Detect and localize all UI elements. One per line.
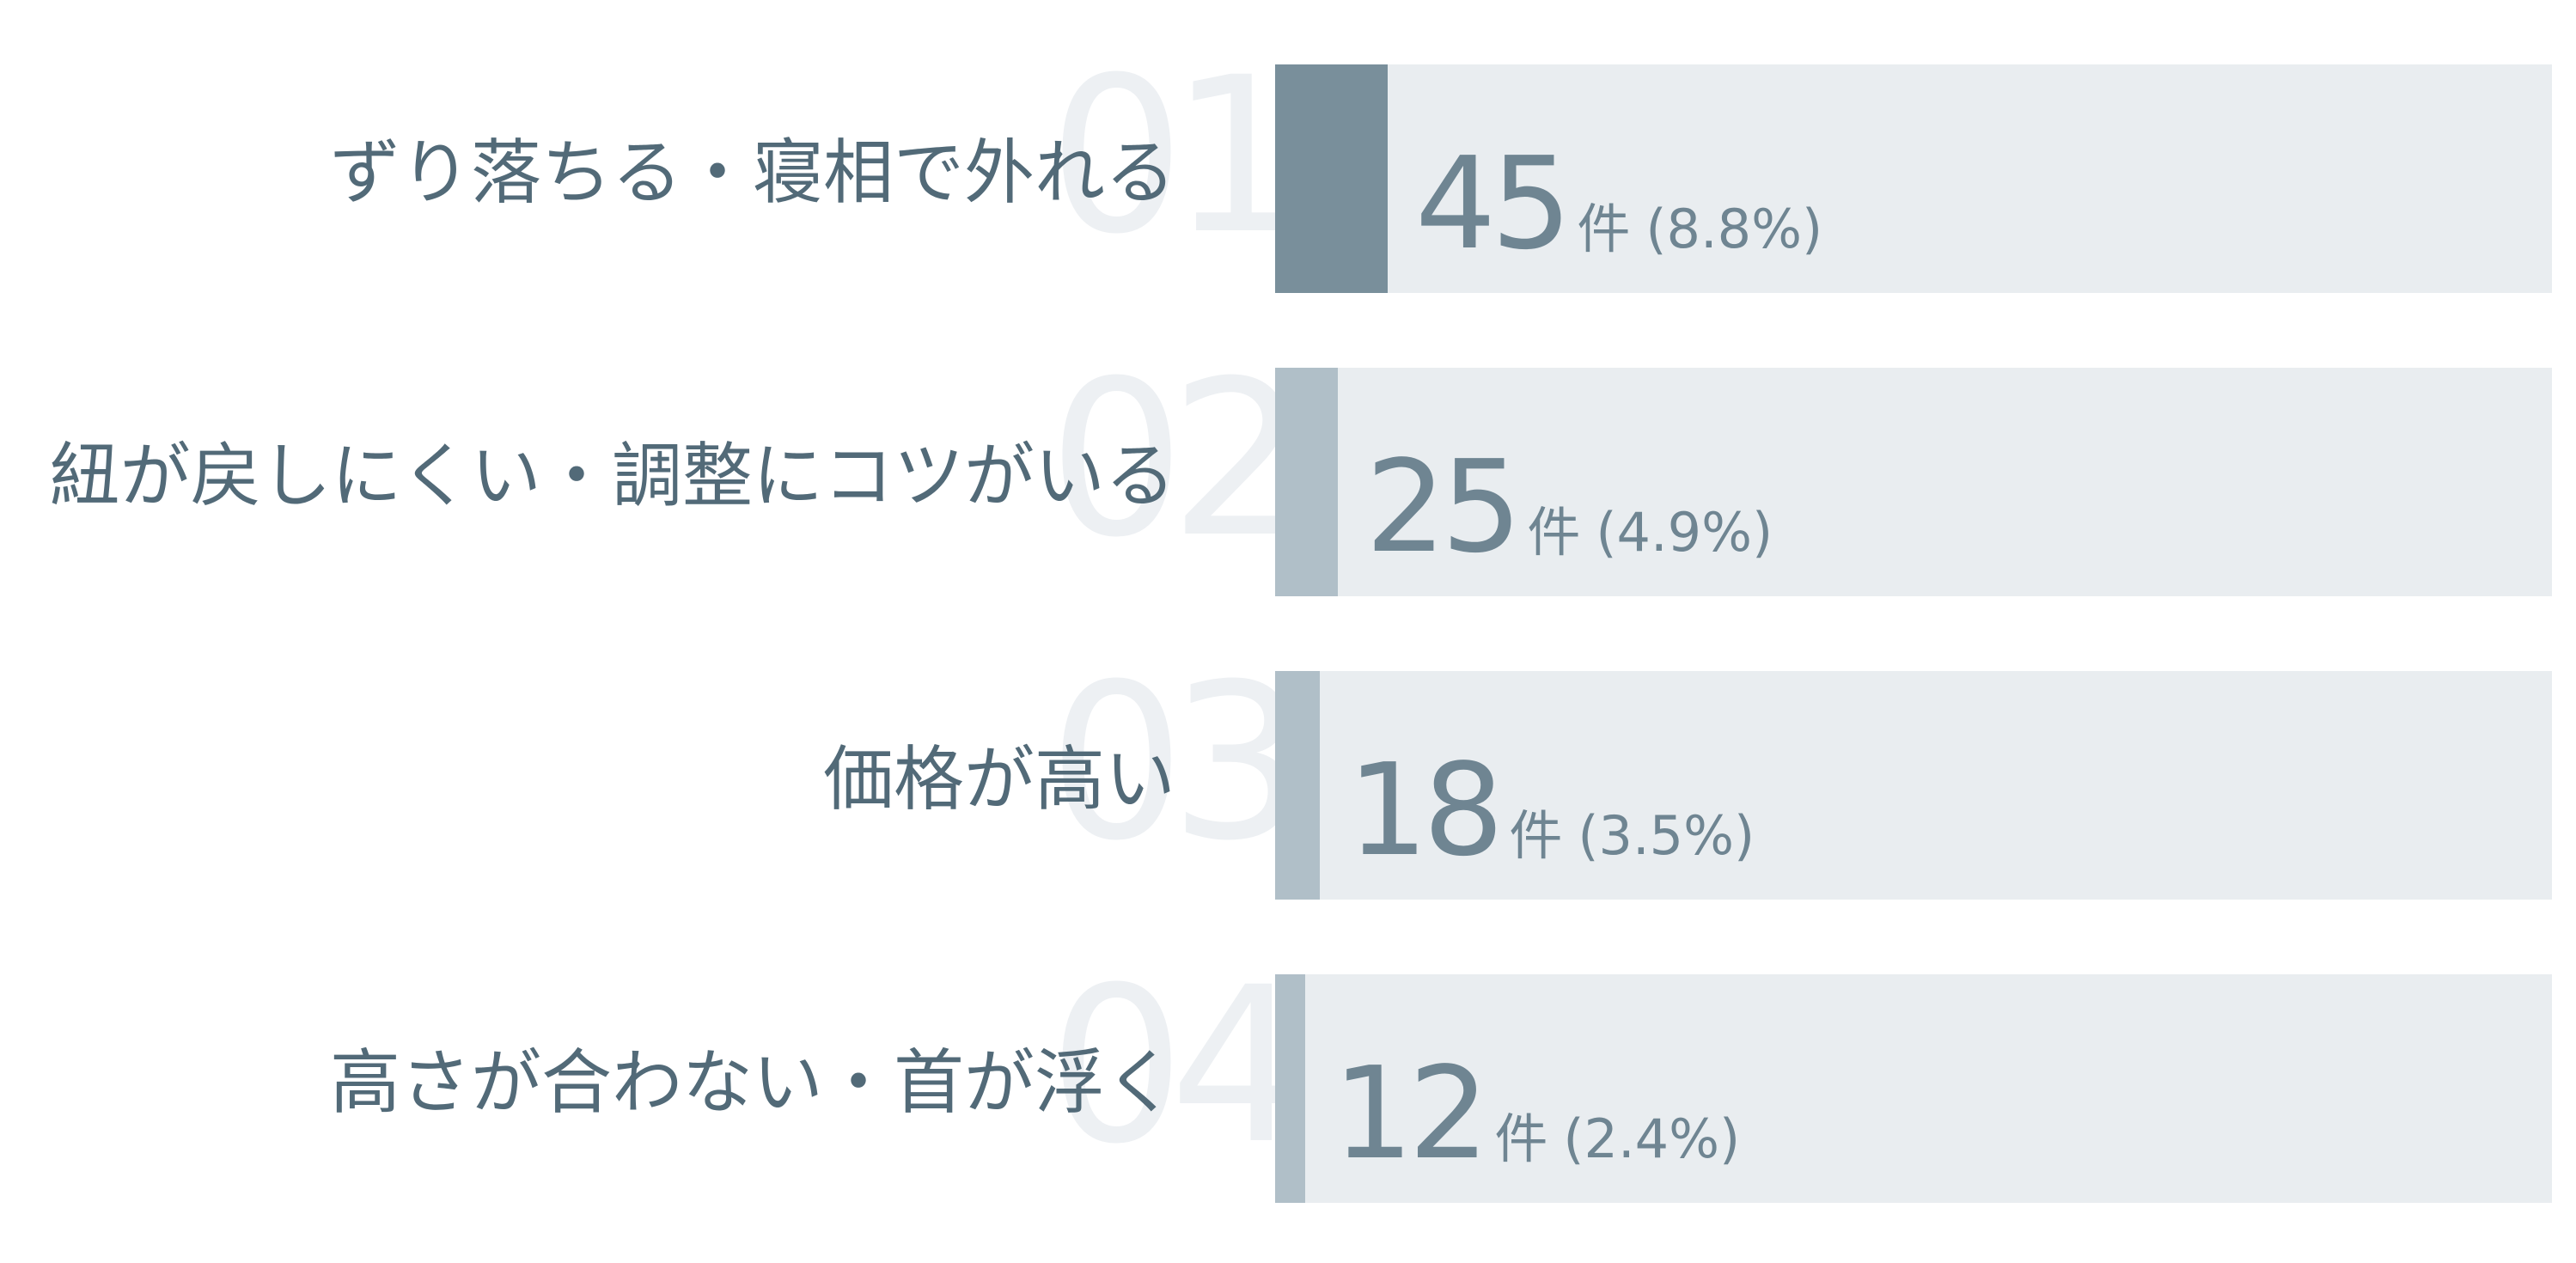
percent-label: (8.8%) <box>1645 198 1823 260</box>
chart-row: 02 紐が戻しにくい・調整にコツがいる 25 件 (4.9%) <box>0 352 2576 596</box>
unit-label: 件 <box>1509 804 1563 867</box>
rank-number: 01 <box>1048 31 1306 281</box>
value-label: 18 <box>1347 736 1504 884</box>
chart-row: 04 高さが合わない・首が浮く 12 件 (2.4%) <box>0 959 2576 1203</box>
percent-label: (3.5%) <box>1578 804 1755 867</box>
category-label: 高さが合わない・首が浮く <box>329 1042 1175 1124</box>
bar <box>1275 671 1320 900</box>
value-label: 12 <box>1333 1040 1489 1187</box>
category-label: ずり落ちる・寝相で外れる <box>329 132 1175 214</box>
value-group: 25 件 (4.9%) <box>1365 443 1773 570</box>
percent-label: (2.4%) <box>1563 1107 1741 1170</box>
value-group: 18 件 (3.5%) <box>1347 747 1755 874</box>
unit-label: 件 <box>1527 501 1581 564</box>
bar <box>1275 368 1338 596</box>
rank-number: 03 <box>1048 638 1306 888</box>
bar <box>1275 64 1388 293</box>
chart-row: 03 価格が高い 18 件 (3.5%) <box>0 656 2576 900</box>
value-group: 12 件 (2.4%) <box>1333 1050 1740 1177</box>
bar-track: 45 件 (8.8%) <box>1275 64 2552 293</box>
value-label: 45 <box>1415 130 1572 278</box>
bar <box>1275 974 1305 1203</box>
value-group: 45 件 (8.8%) <box>1415 140 1822 267</box>
unit-label: 件 <box>1494 1107 1548 1170</box>
rank-number: 04 <box>1048 941 1306 1191</box>
category-label: 価格が高い <box>822 739 1175 821</box>
category-label: 紐が戻しにくい・調整にコツがいる <box>49 436 1175 517</box>
chart-row: 01 ずり落ちる・寝相で外れる 45 件 (8.8%) <box>0 49 2576 293</box>
percent-label: (4.9%) <box>1596 501 1773 564</box>
value-label: 25 <box>1365 433 1522 581</box>
bar-track: 12 件 (2.4%) <box>1275 974 2552 1203</box>
rank-number: 02 <box>1048 334 1306 584</box>
unit-label: 件 <box>1577 198 1631 260</box>
bar-track: 18 件 (3.5%) <box>1275 671 2552 900</box>
bar-track: 25 件 (4.9%) <box>1275 368 2552 596</box>
